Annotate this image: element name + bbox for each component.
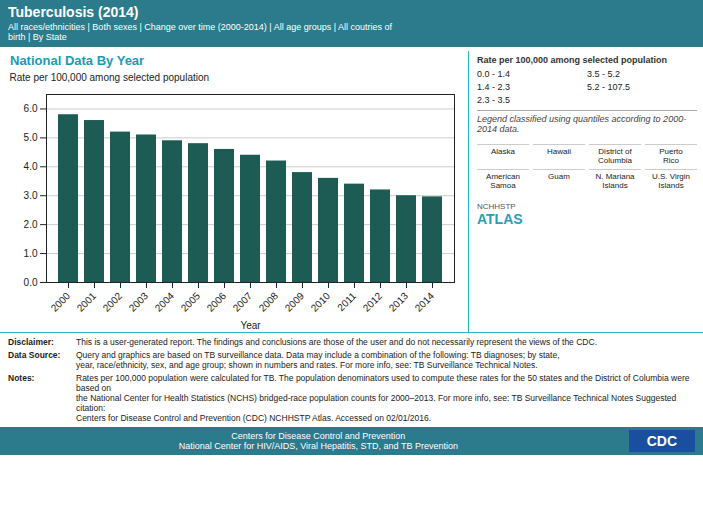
html-text:National Center for HIV/AIDS,: National Center for HIV/AIDS, Viral Hepa… bbox=[178, 441, 458, 451]
html-text:Alaska: Alaska bbox=[491, 147, 515, 156]
html-text:Rate per 100,000 among selecte: Rate per 100,000 among selected populati… bbox=[477, 55, 668, 65]
html-text:Query and graphics are based o: Query and graphics are based on TB surve… bbox=[76, 350, 560, 370]
svg-text:2007: 2007 bbox=[231, 290, 255, 314]
svg-text:2003: 2003 bbox=[127, 290, 151, 314]
html-text:All races/ethnicities | Both s: All races/ethnicities | Both sexes | Cha… bbox=[8, 22, 393, 42]
svg-text:2010: 2010 bbox=[309, 290, 333, 314]
html-text:Rates per 100,000 population w: Rates per 100,000 population were calcul… bbox=[76, 373, 690, 423]
html-text:U.S. Virgin Islands: U.S. Virgin Islands bbox=[652, 172, 690, 190]
html-text:Notes:: Notes: bbox=[8, 373, 35, 383]
html-text:This is a user-generated repor: This is a user-generated report. The fin… bbox=[76, 337, 597, 347]
html-text:ATLAS: ATLAS bbox=[477, 211, 523, 227]
svg-text:2.0: 2.0 bbox=[24, 219, 38, 230]
svg-text:Year: Year bbox=[240, 320, 261, 331]
html-text:1.4 - 2.3: 1.4 - 2.3 bbox=[477, 82, 510, 92]
html-text:Centers for Disease Control an: Centers for Disease Control and Preventi… bbox=[231, 431, 406, 441]
svg-text:2005: 2005 bbox=[179, 290, 203, 314]
html-text:0.0 - 1.4: 0.0 - 1.4 bbox=[477, 69, 510, 79]
html-text:N. Mariana Islands: N. Mariana Islands bbox=[595, 172, 635, 190]
svg-text:Rate per 100,000 among selecte: Rate per 100,000 among selected populati… bbox=[10, 72, 210, 83]
svg-text:2012: 2012 bbox=[361, 290, 385, 314]
svg-text:2006: 2006 bbox=[205, 290, 229, 314]
html-text:2.3 - 3.5: 2.3 - 3.5 bbox=[477, 95, 510, 105]
svg-text:2001: 2001 bbox=[75, 290, 99, 314]
html-text:District of Columbia: District of Columbia bbox=[598, 147, 632, 165]
svg-text:3.0: 3.0 bbox=[24, 190, 38, 201]
html-text:Puerto Rico: Puerto Rico bbox=[659, 147, 683, 165]
html-text:Disclaimer:: Disclaimer: bbox=[8, 337, 54, 347]
svg-text:4.0: 4.0 bbox=[24, 161, 38, 172]
html-text:Data Source:: Data Source: bbox=[8, 350, 61, 360]
html-text:Tuberculosis (2014): Tuberculosis (2014) bbox=[8, 4, 139, 20]
html-text:Guam: Guam bbox=[548, 172, 570, 181]
svg-text:2014: 2014 bbox=[413, 290, 437, 314]
html-text:CDC: CDC bbox=[646, 433, 677, 449]
html-text:NCHHSTP: NCHHSTP bbox=[477, 202, 516, 211]
html-text:Legend classified using quanti: Legend classified using quantiles accord… bbox=[477, 114, 687, 134]
html-text:Hawaii: Hawaii bbox=[547, 147, 571, 156]
svg-text:1.0: 1.0 bbox=[24, 248, 38, 259]
html-text:National Data By Year: National Data By Year bbox=[10, 53, 145, 68]
svg-text:0.0: 0.0 bbox=[24, 277, 38, 288]
html-text:5.2 - 107.5: 5.2 - 107.5 bbox=[587, 82, 630, 92]
svg-text:2013: 2013 bbox=[387, 290, 411, 314]
svg-text:2004: 2004 bbox=[153, 290, 177, 314]
svg-text:2009: 2009 bbox=[283, 290, 307, 314]
html-text:3.5 - 5.2: 3.5 - 5.2 bbox=[587, 69, 620, 79]
svg-text:2000: 2000 bbox=[49, 290, 73, 314]
svg-text:5.0: 5.0 bbox=[24, 132, 38, 143]
html-text:American Samoa: American Samoa bbox=[486, 172, 520, 190]
svg-text:2011: 2011 bbox=[335, 290, 358, 313]
svg-text:2002: 2002 bbox=[101, 290, 125, 314]
svg-text:6.0: 6.0 bbox=[24, 103, 38, 114]
svg-text:2008: 2008 bbox=[257, 290, 281, 314]
